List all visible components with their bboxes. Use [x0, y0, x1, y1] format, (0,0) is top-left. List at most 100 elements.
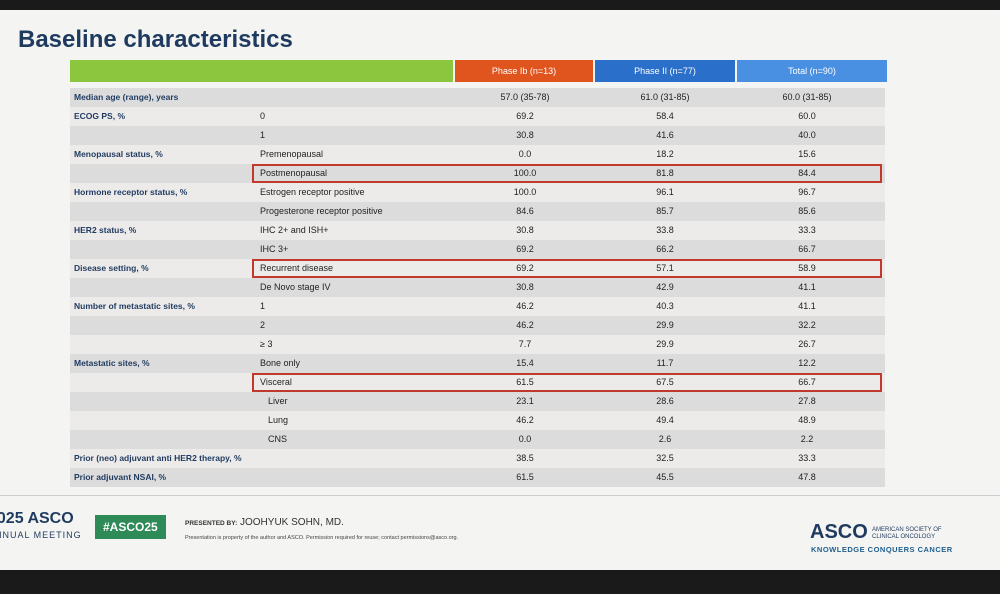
cell-value: 96.7	[798, 187, 816, 197]
row-sublabel: De Novo stage IV	[260, 282, 331, 292]
cell-value: 23.1	[516, 396, 534, 406]
row-sublabel: Premenopausal	[260, 149, 324, 159]
presented-by: PRESENTED BY:	[185, 520, 238, 527]
cell-value: 100.0	[513, 187, 537, 197]
meeting-sub: ANNUAL MEETING	[0, 530, 82, 540]
cell-value: 33.3	[798, 225, 816, 235]
table-row: Progesterone receptor positive 84.6 85.7 85…	[70, 202, 885, 221]
col-header: Phase II (n=77)	[595, 60, 735, 82]
cell-value: 38.5	[516, 453, 534, 463]
cell-value: 46.2	[516, 415, 534, 425]
divider	[0, 495, 1000, 496]
row-sublabel: CNS	[268, 434, 288, 444]
row-sublabel: Visceral	[260, 377, 292, 387]
row-label: Median age (range), years	[74, 92, 179, 102]
cell-value: 61.0 (31-85)	[640, 92, 690, 102]
row-label: ECOG PS, %	[74, 111, 126, 121]
table-row: Median age (range), years 57.0 (35-78) 61.…	[70, 88, 885, 107]
row-sublabel: ≥ 3	[260, 339, 273, 349]
cell-value: 26.7	[798, 339, 816, 349]
tagline: KNOWLEDGE CONQUERS CANCER	[811, 545, 953, 554]
cell-value: 57.0 (35-78)	[500, 92, 550, 102]
cell-value: 58.9	[798, 263, 816, 273]
table-row: Prior (neo) adjuvant anti HER2 therapy, …	[70, 449, 885, 468]
cell-value: 100.0	[513, 168, 537, 178]
cell-value: 85.7	[656, 206, 674, 216]
row-label: Hormone receptor status, %	[74, 187, 188, 197]
table-row: Postmenopausal 100.0 81.8 84.4	[70, 164, 885, 183]
row-sublabel: 2	[260, 320, 266, 330]
table-row: Prior adjuvant NSAI, % 61.5 45.5 47.8	[70, 468, 885, 487]
table-row: Lung 46.2 49.4 48.9	[70, 411, 885, 430]
cell-value: 69.2	[516, 111, 534, 121]
cell-value: 0.0	[518, 149, 532, 159]
presenter: JOOHYUK SOHN, MD.	[240, 517, 344, 528]
cell-value: 81.8	[656, 168, 674, 178]
cell-value: 32.2	[798, 320, 816, 330]
cell-value: 18.2	[656, 149, 674, 159]
table-row: Metastatic sites, % Bone only 15.4 11.7 12.2	[70, 354, 885, 373]
cell-value: 42.9	[656, 282, 674, 292]
cell-value: 30.8	[516, 130, 534, 140]
logo: ASCO	[810, 521, 868, 543]
cell-value: 30.8	[516, 225, 534, 235]
row-label: Menopausal status, %	[74, 149, 163, 159]
table-row: Menopausal status, % Premenopausal 0.0 18.2…	[70, 145, 885, 164]
table-row: De Novo stage IV 30.8 42.9 41.1	[70, 278, 885, 297]
table-row: ECOG PS, % 0 69.2 58.4 60.0	[70, 107, 885, 126]
row-sublabel: Recurrent disease	[260, 263, 334, 273]
cell-value: 40.3	[656, 301, 674, 311]
cell-value: 32.5	[656, 453, 674, 463]
slide: Baseline characteristics Phase Ib (n=13)…	[0, 10, 1000, 570]
row-sublabel: 0	[260, 111, 266, 121]
cell-value: 47.8	[798, 472, 816, 482]
cell-value: 60.0 (31-85)	[782, 92, 832, 102]
cell-value: 28.6	[656, 396, 674, 406]
row-label: Number of metastatic sites, %	[74, 301, 195, 311]
cell-value: 61.5	[516, 472, 534, 482]
disclaimer: Presentation is property of the author a…	[185, 535, 459, 541]
highlight-box	[252, 259, 882, 278]
cell-value: 61.5	[516, 377, 534, 387]
cell-value: 57.1	[656, 263, 674, 273]
highlight-box	[252, 164, 882, 183]
row-sublabel: Estrogen receptor positive	[260, 187, 365, 197]
hashtag: #ASCO25	[95, 515, 166, 539]
table-row: 2 46.2 29.9 32.2	[70, 316, 885, 335]
row-label: Disease setting, %	[74, 263, 149, 273]
table-row: Disease setting, % Recurrent disease 69.2 5…	[70, 259, 885, 278]
cell-value: 41.6	[656, 130, 674, 140]
cell-value: 40.0	[798, 130, 816, 140]
cell-value: 0.0	[518, 434, 532, 444]
cell-value: 46.2	[516, 301, 534, 311]
row-sublabel: Progesterone receptor positive	[260, 206, 383, 216]
cell-value: 48.9	[798, 415, 816, 425]
row-sublabel: Lung	[268, 415, 289, 425]
cell-value: 29.9	[656, 339, 674, 349]
cell-value: 27.8	[798, 396, 816, 406]
table-row: Visceral 61.5 67.5 66.7	[70, 373, 885, 392]
row-sublabel: IHC 3+	[260, 244, 289, 254]
cell-value: 2.2	[800, 434, 814, 444]
row-label: HER2 status, %	[74, 225, 137, 235]
cell-value: 67.5	[656, 377, 674, 387]
row-sublabel: 1	[260, 130, 266, 140]
cell-value: 60.0	[798, 111, 816, 121]
cell-value: 49.4	[656, 415, 674, 425]
cell-value: 30.8	[516, 282, 534, 292]
table-row: Liver 23.1 28.6 27.8	[70, 392, 885, 411]
cell-value: 41.1	[798, 301, 816, 311]
meeting: 2025 ASCO	[0, 510, 74, 527]
col-header: Total (n=90)	[737, 60, 887, 82]
header-blank	[70, 60, 453, 82]
cell-value: 66.7	[798, 244, 816, 254]
cell-value: 85.6	[798, 206, 816, 216]
row-label: Prior (neo) adjuvant anti HER2 therapy, …	[74, 453, 242, 463]
row-sublabel: 1	[260, 301, 266, 311]
cell-value: 69.2	[516, 263, 534, 273]
table-row: CNS 0.0 2.6 2.2	[70, 430, 885, 449]
cell-value: 33.3	[798, 453, 816, 463]
cell-value: 84.6	[516, 206, 534, 216]
cell-value: 11.7	[656, 358, 674, 368]
row-sublabel: Bone only	[260, 358, 301, 368]
